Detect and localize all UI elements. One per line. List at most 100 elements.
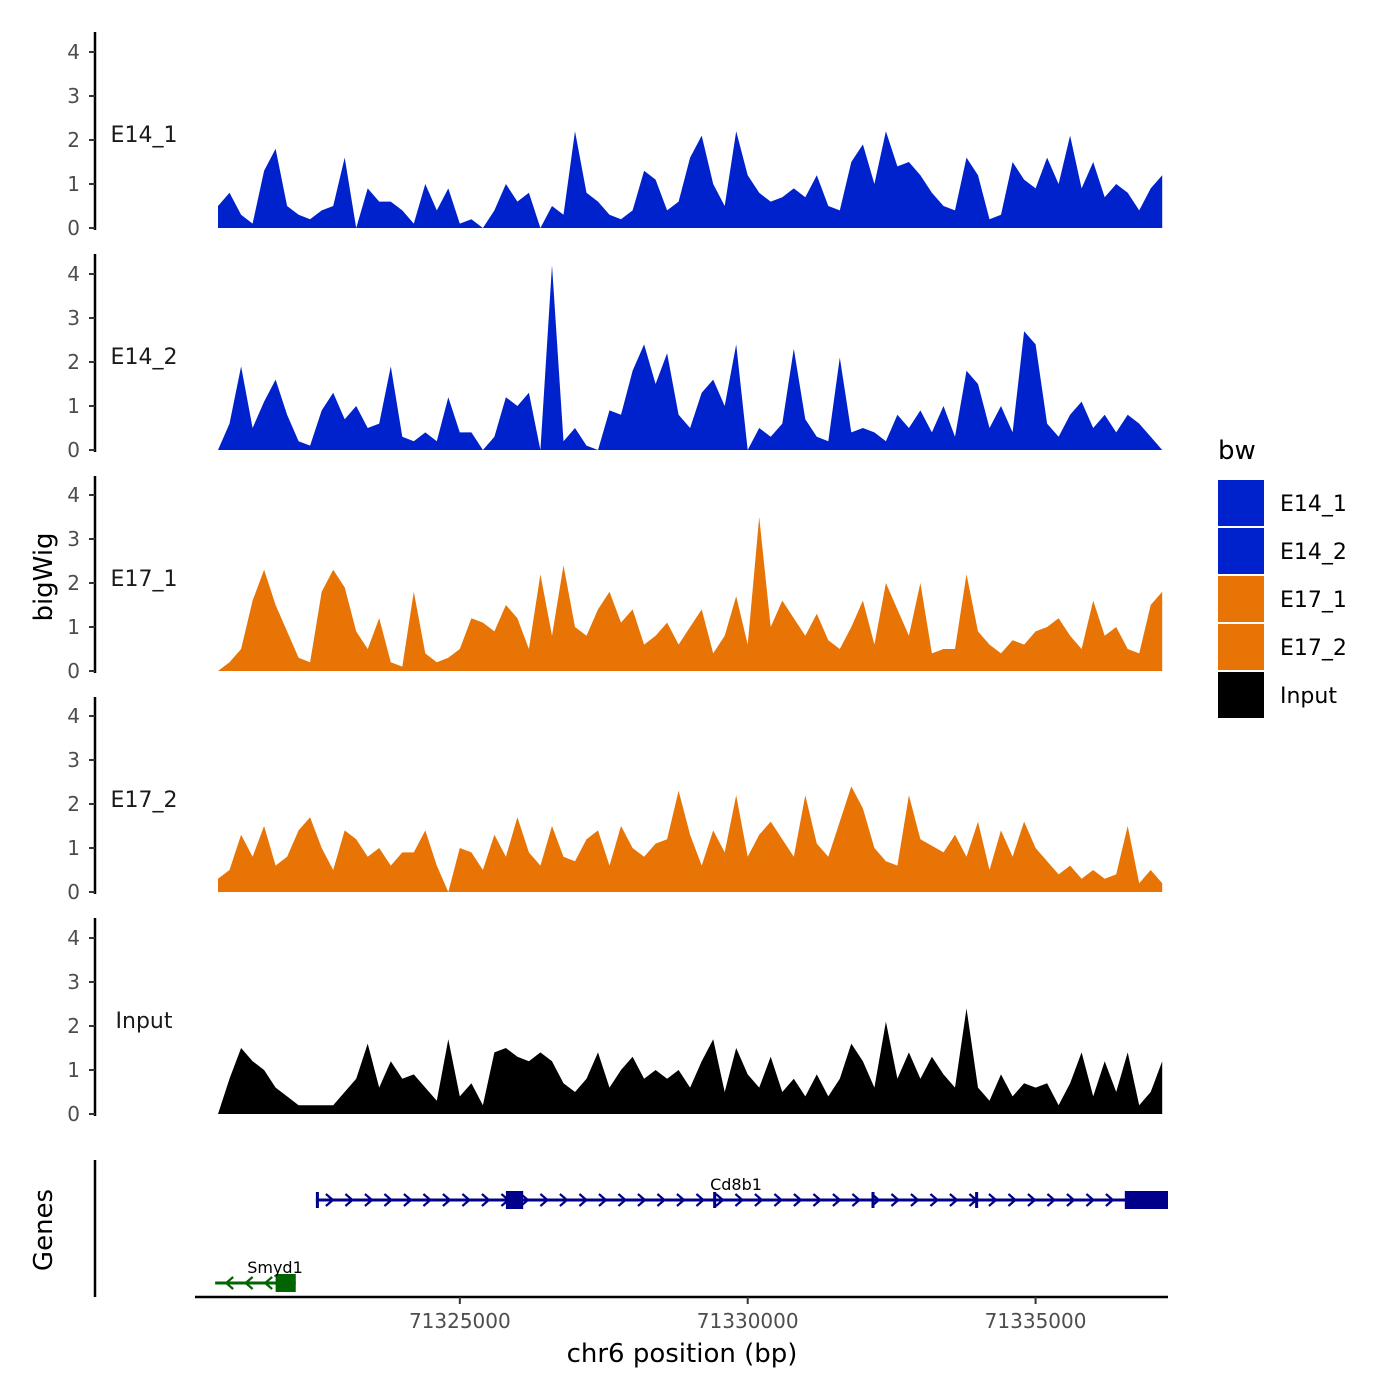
legend-key-e14-2 [1218, 528, 1264, 574]
strand-arrow [949, 1193, 959, 1207]
gene-cd8b1: Cd8b1 [315, 1175, 1168, 1209]
exon-block [505, 1191, 524, 1209]
y-axis-title: bigWig [29, 532, 59, 621]
strand-arrow [832, 1193, 842, 1207]
strand-arrow [520, 1193, 530, 1207]
y-tick-label: 4 [67, 704, 80, 728]
y-tick-label: 1 [67, 172, 80, 196]
legend-label-e17-1: E17_1 [1280, 588, 1347, 613]
strand-arrow [1027, 1193, 1037, 1207]
strand-arrow [325, 1193, 335, 1207]
coverage-area-e14-1 [218, 131, 1163, 228]
x-axis-title: chr6 position (bp) [567, 1339, 798, 1369]
x-tick-label: 71325000 [409, 1309, 511, 1333]
track-label-e14-2: E14_2 [111, 345, 178, 370]
exon-block [275, 1274, 296, 1292]
exon-block [871, 1192, 875, 1208]
exon-block [713, 1192, 717, 1208]
coverage-area-input [218, 1008, 1163, 1114]
legend-key-e17-1 [1218, 576, 1264, 622]
strand-arrow [559, 1193, 569, 1207]
coverage-area-e17-2 [218, 786, 1163, 892]
track-label-e17-1: E17_1 [111, 567, 178, 592]
gene-label-smyd1: Smyd1 [247, 1258, 303, 1277]
strand-arrow [481, 1193, 491, 1207]
strand-arrow [773, 1193, 784, 1207]
strand-arrow [598, 1193, 608, 1207]
y-tick-label: 1 [67, 394, 80, 418]
exon-block [975, 1192, 979, 1208]
strand-arrow [676, 1193, 686, 1207]
y-tick-label: 0 [67, 659, 80, 683]
track-label-e14-1: E14_1 [111, 123, 178, 148]
strand-arrow [442, 1193, 452, 1207]
track-e14-2: 0 1 2 3 4 E14_2 [67, 254, 1163, 462]
strand-arrow [910, 1193, 920, 1207]
strand-arrow [929, 1193, 940, 1207]
strand-arrow [403, 1193, 413, 1207]
coverage-area-e14-2 [218, 265, 1163, 450]
track-input: 0 1 2 3 4 Input [67, 918, 1163, 1126]
y-tick-label: 1 [67, 1058, 80, 1082]
y-tick-label: 0 [67, 1102, 80, 1126]
strand-arrow [812, 1193, 823, 1207]
legend-label-e17-2: E17_2 [1280, 636, 1347, 661]
strand-arrow [243, 1276, 254, 1290]
strand-arrow [695, 1193, 706, 1207]
legend: bw E14_1 E14_2 E17_1 E17_2 Input [1218, 436, 1347, 718]
strand-arrow [890, 1193, 901, 1207]
genes-track-title: Genes [29, 1189, 59, 1271]
y-tick-label: 2 [67, 350, 80, 374]
track-label-e17-2: E17_2 [111, 788, 178, 813]
strand-arrow [637, 1193, 647, 1207]
y-tick-label: 3 [67, 527, 80, 551]
gene-smyd1: Smyd1 [215, 1258, 303, 1292]
strand-arrow [364, 1193, 374, 1207]
strand-arrow [578, 1193, 589, 1207]
strand-arrow [1007, 1193, 1018, 1207]
legend-label-input: Input [1280, 684, 1337, 709]
strand-arrow [224, 1276, 234, 1290]
legend-title: bw [1218, 436, 1256, 466]
track-e17-2: 0 1 2 3 4 E17_2 [67, 697, 1163, 904]
y-tick-label: 3 [67, 748, 80, 772]
y-tick-label: 4 [67, 262, 80, 286]
y-tick-label: 0 [67, 880, 80, 904]
y-tick-label: 2 [67, 792, 80, 816]
y-tick-label: 3 [67, 306, 80, 330]
strand-arrow [422, 1193, 433, 1207]
legend-label-e14-1: E14_1 [1280, 492, 1347, 517]
strand-arrow [715, 1193, 725, 1207]
strand-arrow [263, 1276, 273, 1290]
strand-arrow [754, 1193, 764, 1207]
track-label-input: Input [116, 1009, 173, 1034]
strand-arrow [793, 1193, 803, 1207]
y-tick-label: 4 [67, 40, 80, 64]
y-tick-label: 1 [67, 836, 80, 860]
exon-block [1124, 1191, 1168, 1209]
y-tick-label: 2 [67, 128, 80, 152]
strand-arrow [461, 1193, 472, 1207]
strand-arrow [1105, 1193, 1115, 1207]
strand-arrow [656, 1193, 667, 1207]
legend-key-input [1218, 672, 1264, 718]
strand-arrow [1066, 1193, 1076, 1207]
strand-arrow [539, 1193, 550, 1207]
coverage-tracks: 0 1 2 3 4 E14_1 0 1 2 3 4 E14_2 0 1 2 3 4 E17_1 0 1 2 3 4 E17_2… [67, 32, 1163, 1126]
strand-arrow [344, 1193, 355, 1207]
exon-block [315, 1192, 319, 1208]
track-e17-1: 0 1 2 3 4 E17_1 [67, 476, 1163, 683]
coverage-area-e17-1 [218, 517, 1163, 671]
strand-arrow [617, 1193, 628, 1207]
strand-arrow [383, 1193, 394, 1207]
strand-arrow [988, 1193, 998, 1207]
strand-arrow [851, 1193, 862, 1207]
y-tick-label: 3 [67, 84, 80, 108]
track-e14-1: 0 1 2 3 4 E14_1 [67, 32, 1163, 240]
y-tick-label: 4 [67, 483, 80, 507]
strand-arrow [1085, 1193, 1096, 1207]
y-tick-label: 2 [67, 1014, 80, 1038]
legend-label-e14-2: E14_2 [1280, 540, 1347, 565]
y-tick-label: 2 [67, 571, 80, 595]
